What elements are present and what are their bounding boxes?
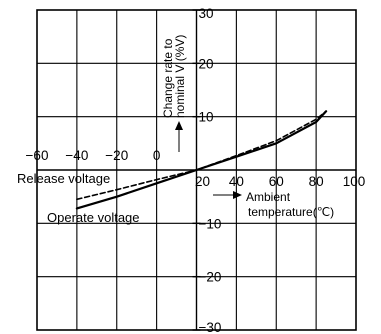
x-axis-label-line1: Ambient: [246, 190, 291, 204]
x-tick-label: 20: [195, 174, 210, 189]
x-tick-label: 80: [309, 174, 324, 189]
y-tick-label: 20: [199, 56, 214, 71]
y-axis-arrow-icon: [175, 121, 183, 130]
series-label-operate-voltage: Operate voltage: [47, 210, 140, 225]
y-axis-label-line1: Change rate to: [161, 38, 175, 118]
y-tick-label: −20: [199, 270, 222, 285]
y-axis-label-line2: nominal V (%V): [173, 35, 187, 118]
x-tick-label: −60: [26, 148, 49, 163]
series-lines: [75, 110, 328, 210]
x-axis-arrow-icon: [233, 191, 242, 199]
series-label-release-voltage: Release voltage: [17, 171, 110, 186]
x-axis-label-line2: temperature(℃): [248, 205, 334, 219]
x-tick-label: 60: [269, 174, 284, 189]
x-tick-label: 0: [153, 148, 161, 163]
y-tick-label: −10: [199, 216, 222, 231]
x-tick-label: −20: [105, 148, 128, 163]
tick-labels: −60 −40 −20 0 20 40 60 80 100 −30 −20 −10 10 20 30: [26, 6, 366, 334]
y-axis-label: Change rate to nominal V (%V): [161, 35, 187, 152]
x-axis-label: Ambient temperature(℃): [213, 190, 334, 219]
series-line-release-voltage: [76, 110, 327, 201]
y-tick-label: 10: [199, 110, 214, 125]
y-tick-label: 30: [199, 6, 214, 21]
y-tick-label: −30: [199, 320, 222, 334]
x-tick-label: −40: [65, 148, 88, 163]
x-tick-label: 100: [343, 174, 366, 189]
x-tick-label: 40: [229, 174, 244, 189]
